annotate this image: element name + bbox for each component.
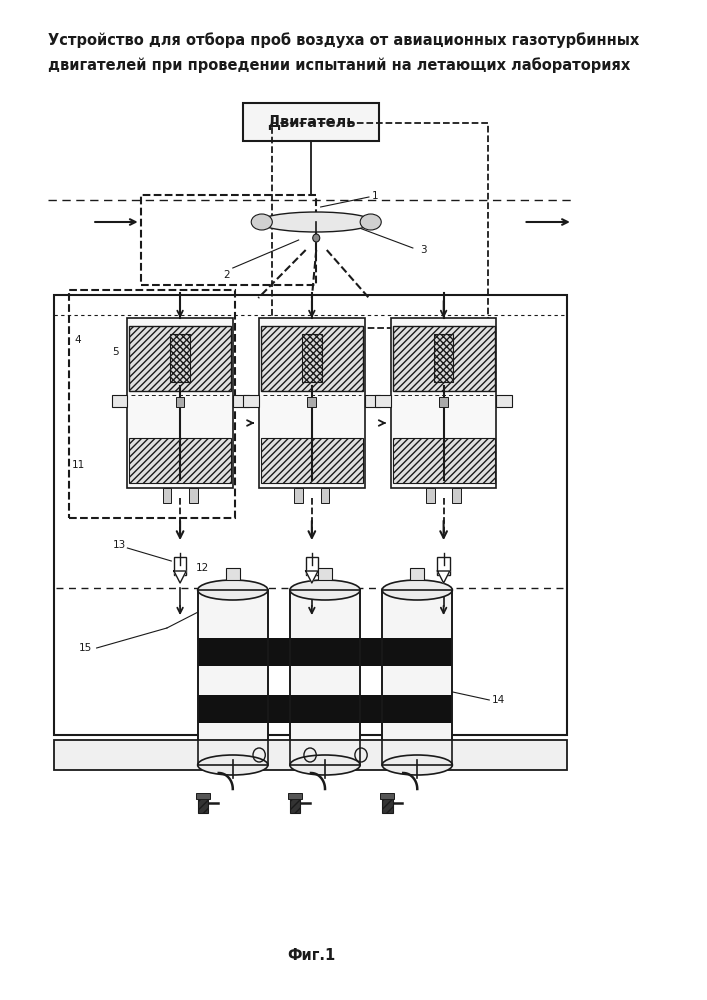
Bar — [198, 797, 208, 813]
Bar — [261, 326, 363, 391]
Bar — [129, 438, 231, 483]
Text: 6: 6 — [200, 350, 207, 360]
Bar — [189, 488, 198, 503]
Bar — [321, 488, 329, 503]
Text: 15: 15 — [79, 643, 93, 653]
Text: 3: 3 — [420, 245, 426, 255]
Ellipse shape — [382, 580, 452, 600]
Text: 12: 12 — [196, 563, 209, 573]
Bar — [170, 334, 189, 382]
Polygon shape — [438, 571, 450, 583]
Ellipse shape — [198, 580, 268, 600]
Bar — [141, 195, 316, 285]
Polygon shape — [174, 571, 186, 583]
Bar — [198, 590, 268, 765]
Bar — [308, 397, 316, 407]
Text: 14: 14 — [492, 695, 506, 705]
Ellipse shape — [382, 755, 452, 775]
Bar — [198, 638, 452, 666]
Bar — [392, 438, 495, 483]
Bar — [226, 568, 240, 580]
Text: 1: 1 — [372, 191, 378, 201]
Text: Устройство для отбора проб воздуха от авиационных газотурбинных: Устройство для отбора проб воздуха от ав… — [48, 32, 640, 48]
Bar — [305, 557, 318, 575]
Bar — [426, 488, 435, 503]
Bar — [272, 123, 488, 328]
Bar — [290, 590, 360, 765]
Text: Двигатель: Двигатель — [267, 114, 356, 129]
Bar — [196, 793, 210, 799]
Bar — [198, 590, 268, 765]
Ellipse shape — [198, 755, 268, 775]
Text: двигателей при проведении испытаний на летающих лабораториях: двигателей при проведении испытаний на л… — [48, 57, 631, 73]
Bar — [54, 740, 566, 770]
Bar — [243, 395, 259, 407]
Bar — [69, 290, 235, 518]
Bar — [174, 557, 186, 575]
Bar — [302, 334, 322, 382]
Circle shape — [312, 234, 320, 242]
Bar — [496, 395, 512, 407]
Bar — [288, 793, 302, 799]
Text: 9: 9 — [195, 415, 201, 425]
Bar — [163, 488, 171, 503]
Bar — [434, 334, 453, 382]
Ellipse shape — [360, 214, 381, 230]
Bar — [392, 326, 495, 391]
Bar — [290, 590, 360, 765]
Text: 8: 8 — [200, 331, 207, 341]
Bar — [261, 438, 363, 483]
Bar — [365, 395, 380, 407]
Bar — [243, 103, 380, 141]
Bar — [439, 397, 448, 407]
Bar — [382, 590, 452, 765]
Text: 11: 11 — [71, 460, 85, 470]
Ellipse shape — [290, 580, 360, 600]
Ellipse shape — [251, 214, 272, 230]
Bar — [410, 568, 424, 580]
Bar — [375, 395, 391, 407]
Bar — [127, 318, 233, 488]
Bar — [391, 318, 496, 488]
Bar — [259, 318, 365, 488]
Bar — [54, 295, 566, 735]
Bar — [198, 695, 452, 723]
Bar — [112, 395, 127, 407]
Bar — [294, 488, 303, 503]
Text: 10: 10 — [186, 440, 199, 450]
Bar — [380, 793, 395, 799]
Bar — [452, 488, 461, 503]
Bar — [318, 568, 332, 580]
Bar — [175, 397, 185, 407]
Bar — [438, 557, 450, 575]
Bar — [290, 797, 300, 813]
Text: 5: 5 — [112, 347, 119, 357]
Bar — [129, 326, 231, 391]
Text: 2: 2 — [223, 270, 230, 280]
Text: 4: 4 — [75, 335, 81, 345]
Text: 13: 13 — [112, 540, 126, 550]
Bar — [382, 797, 392, 813]
Ellipse shape — [259, 212, 373, 232]
Bar — [233, 395, 249, 407]
Text: 7: 7 — [269, 455, 276, 465]
Bar — [382, 590, 452, 765]
Text: Фиг.1: Фиг.1 — [287, 948, 335, 962]
Polygon shape — [305, 571, 318, 583]
Ellipse shape — [290, 755, 360, 775]
